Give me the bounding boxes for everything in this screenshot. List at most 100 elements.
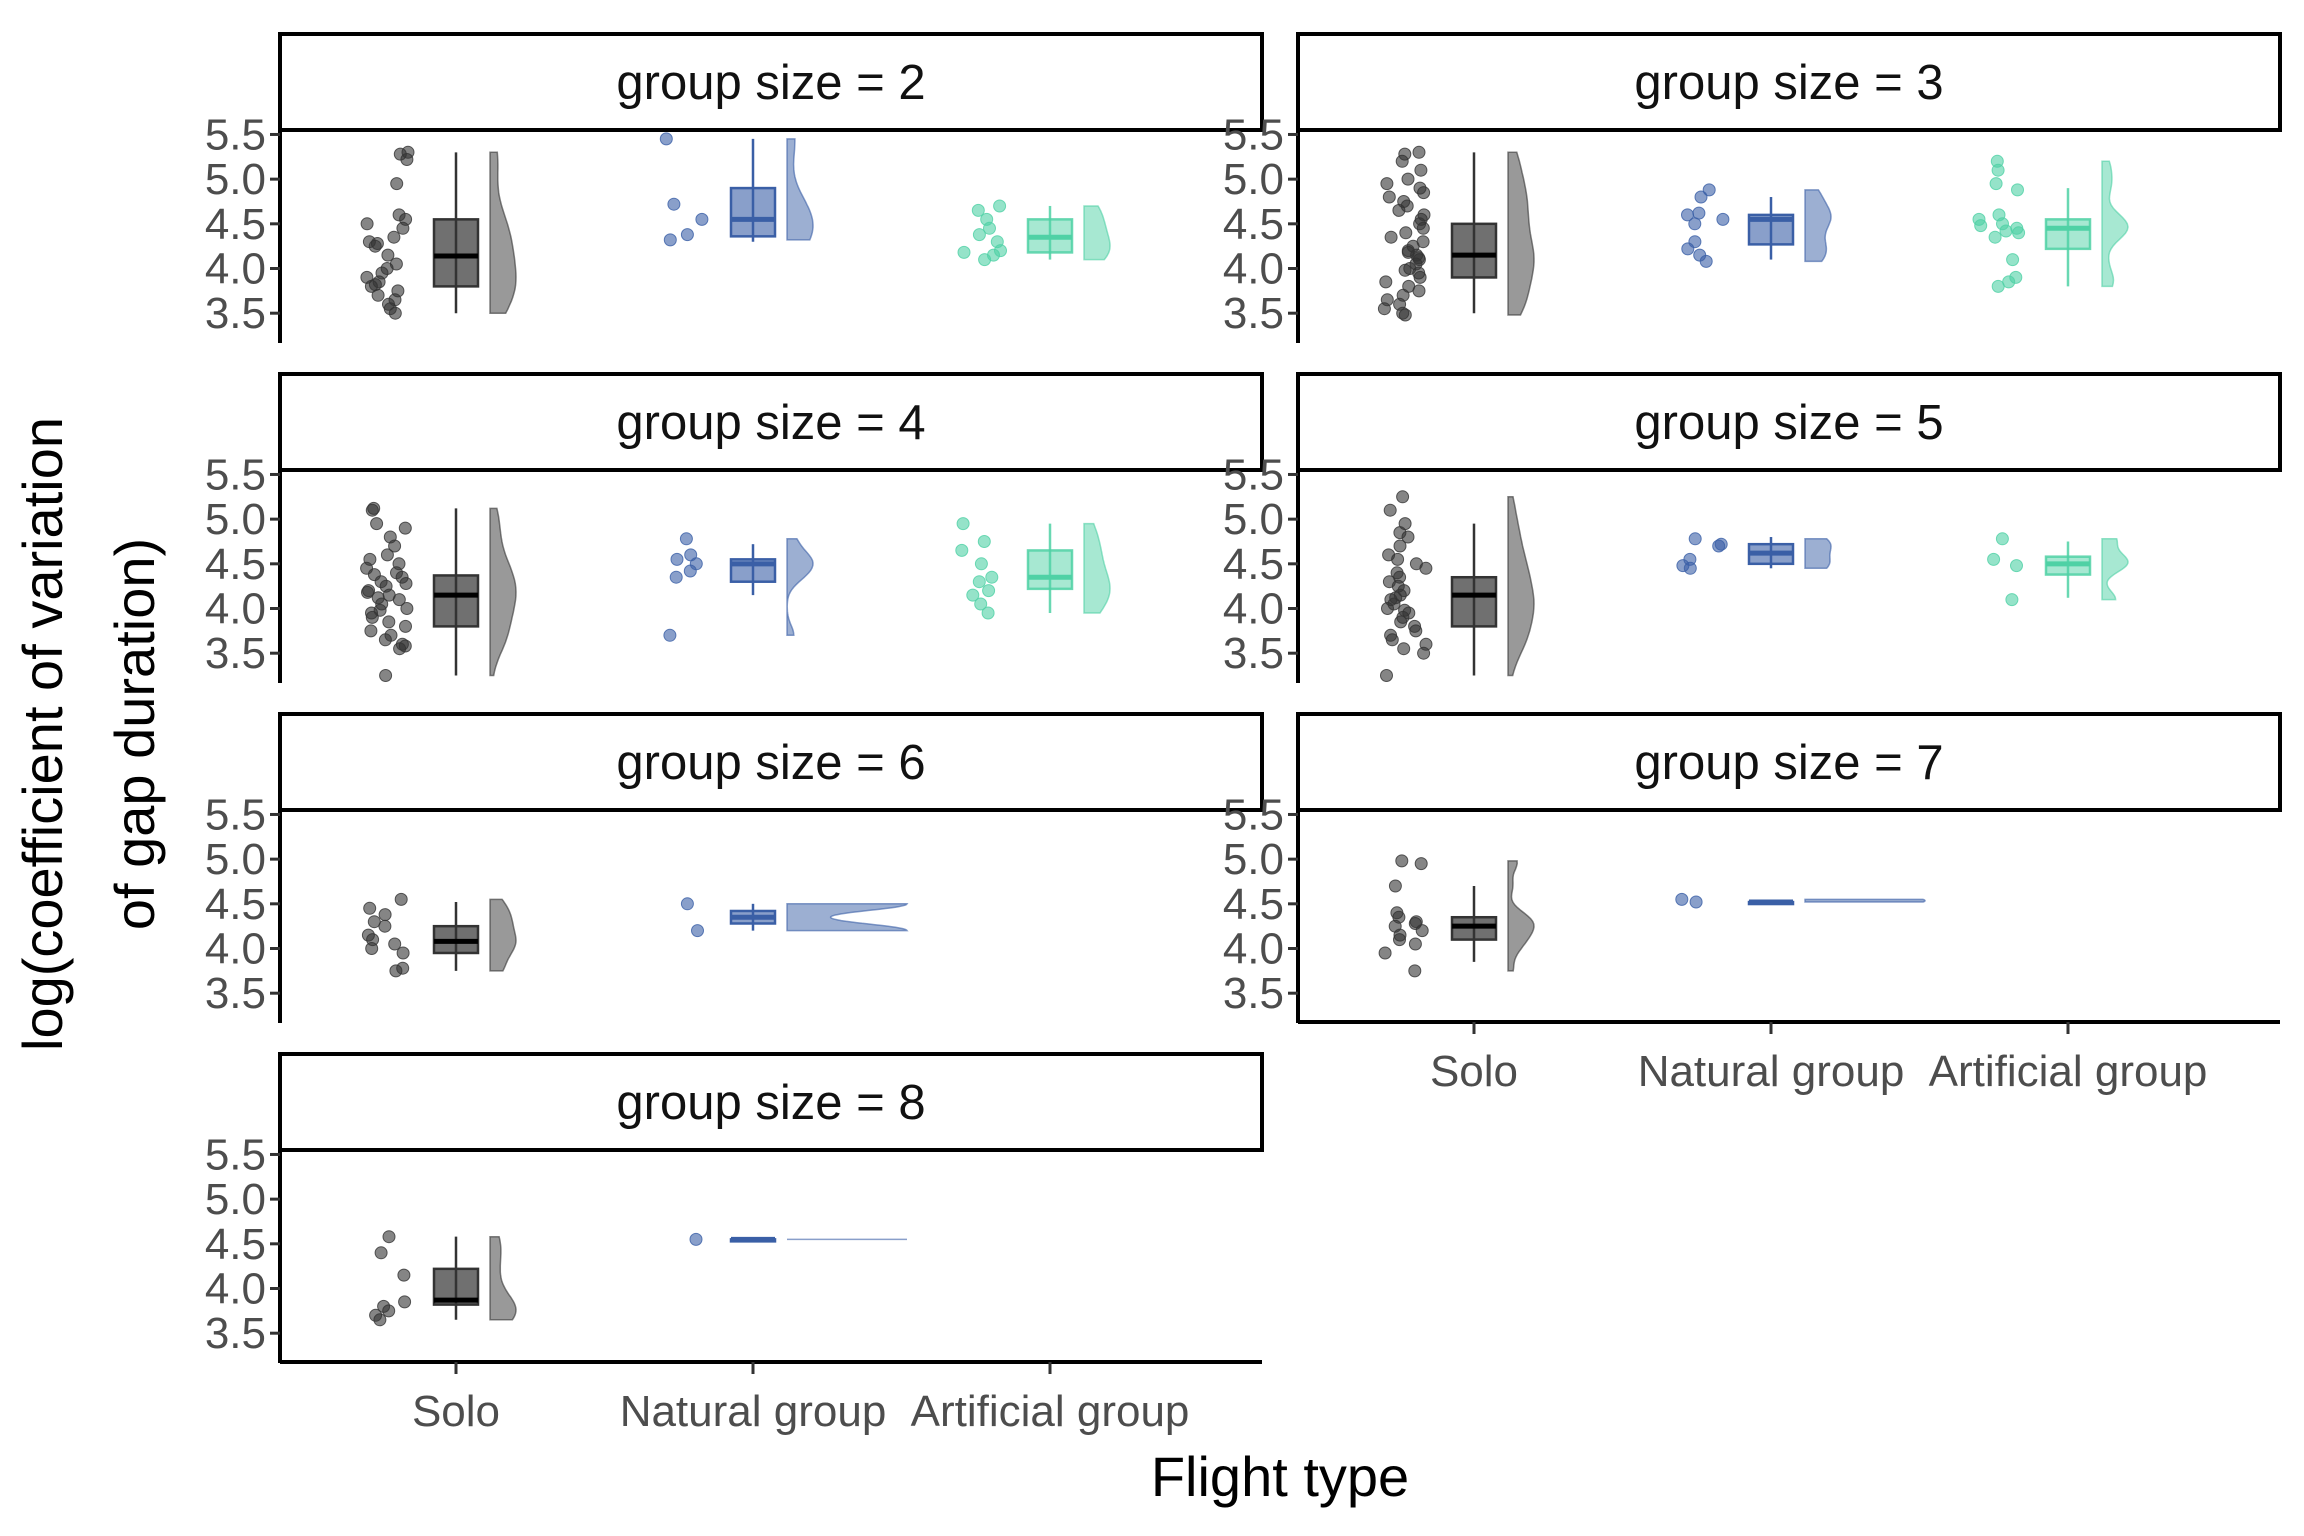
data-point	[1689, 895, 1703, 909]
density-half-violin	[489, 1235, 517, 1321]
data-point	[394, 892, 408, 906]
data-point	[1692, 206, 1706, 220]
y-tick-label: 4.0	[205, 585, 266, 634]
data-point	[388, 306, 402, 320]
panel-strip-label: group size = 6	[616, 736, 925, 790]
data-point	[972, 575, 986, 589]
data-point	[378, 908, 392, 922]
data-point	[1395, 854, 1409, 868]
data-point	[365, 610, 379, 624]
box-solo	[361, 892, 517, 978]
data-point	[368, 239, 382, 253]
data-point	[388, 539, 402, 553]
data-point	[1401, 172, 1415, 186]
density-half-violin	[1804, 898, 1926, 903]
y-tick-label: 5.5	[1223, 450, 1284, 499]
density-half-violin	[786, 138, 814, 241]
data-point	[1394, 615, 1408, 629]
panel-strip	[1296, 712, 2282, 812]
data-point	[364, 279, 378, 293]
box-solo	[1380, 490, 1535, 682]
data-point	[1378, 946, 1392, 960]
density-half-violin	[1804, 189, 1832, 263]
data-point	[1413, 270, 1427, 284]
density-half-violin	[786, 538, 814, 637]
data-point	[1388, 879, 1402, 893]
data-point	[1987, 552, 2001, 566]
data-point	[396, 946, 410, 960]
data-point	[1988, 230, 2002, 244]
y-tick-label: 5.0	[205, 495, 266, 544]
data-point	[374, 1246, 388, 1260]
y-tick-label: 4.5	[1223, 200, 1284, 249]
data-point	[1699, 254, 1713, 268]
data-point	[689, 1232, 703, 1246]
box-iqr	[729, 186, 777, 238]
box-artificial-group	[1972, 154, 2129, 293]
data-point	[680, 228, 694, 242]
density-half-violin	[1507, 860, 1535, 972]
data-point	[1393, 539, 1407, 553]
data-point	[1391, 552, 1405, 566]
data-point	[1688, 532, 1702, 546]
data-point	[382, 1304, 396, 1318]
data-point	[983, 221, 996, 235]
panel-strip-label: group size = 3	[1634, 56, 1943, 110]
panel-group-size-7: group size = 7 3.54.04.55.05.5 Solo Natural…	[1223, 712, 2282, 1096]
data-point	[982, 584, 996, 598]
density-half-violin	[786, 903, 909, 932]
x-tick-label: Artificial group	[911, 1387, 1190, 1436]
x-tick-label: Solo	[412, 1387, 500, 1436]
box-natural-group	[689, 1232, 907, 1246]
density-half-violin	[489, 151, 517, 314]
data-point	[974, 557, 988, 571]
box-solo	[360, 501, 517, 682]
y-tick-label: 3.5	[205, 969, 266, 1018]
y-tick-label: 5.5	[205, 450, 266, 499]
y-tick-label: 4.0	[1223, 585, 1284, 634]
x-tick-label: Solo	[1430, 1047, 1518, 1096]
panel-group-size-8: group size = 8 3.54.04.55.05.5 Solo Natural…	[205, 1052, 1264, 1436]
y-tick-label: 3.5	[1223, 629, 1284, 678]
box-iqr	[1450, 222, 1498, 279]
data-point	[663, 628, 677, 642]
data-point	[1393, 933, 1406, 947]
panel-strip	[278, 1052, 1264, 1152]
data-point	[381, 248, 395, 262]
y-tick-label: 5.0	[1223, 835, 1284, 884]
data-point	[373, 1313, 387, 1327]
box-iqr	[432, 218, 480, 288]
data-point	[1991, 279, 2005, 293]
data-point	[397, 1268, 411, 1282]
box-artificial-group	[955, 517, 1111, 620]
y-tick-label: 5.5	[205, 1130, 266, 1179]
data-point	[360, 217, 374, 231]
density-half-violin	[2101, 538, 2129, 601]
data-point	[2006, 253, 2020, 267]
panel-group-size-3: group size = 3 3.54.04.55.05.5	[1223, 32, 2282, 343]
data-point	[955, 543, 969, 557]
data-point	[1991, 163, 2005, 177]
box-natural-group	[1675, 892, 1926, 909]
data-point	[974, 597, 988, 611]
y-tick-label: 3.5	[205, 629, 266, 678]
data-point	[393, 642, 407, 656]
box-solo	[1377, 145, 1535, 322]
data-point	[1381, 602, 1394, 615]
data-point	[380, 548, 394, 562]
data-point	[695, 212, 709, 226]
panel-strip	[278, 712, 1264, 812]
y-tick-label: 4.0	[1223, 925, 1284, 974]
x-tick-label: Natural group	[620, 1387, 887, 1436]
density-half-violin	[489, 507, 517, 677]
data-point	[365, 942, 379, 955]
y-tick-label: 5.5	[205, 790, 266, 839]
data-point	[1412, 145, 1426, 159]
data-point	[399, 619, 412, 633]
box-natural-group	[1676, 532, 1832, 575]
data-point	[388, 937, 402, 951]
data-point	[679, 532, 693, 546]
data-point	[382, 615, 396, 629]
panel-strip-label: group size = 5	[1634, 396, 1943, 450]
box-natural-group	[680, 897, 909, 938]
